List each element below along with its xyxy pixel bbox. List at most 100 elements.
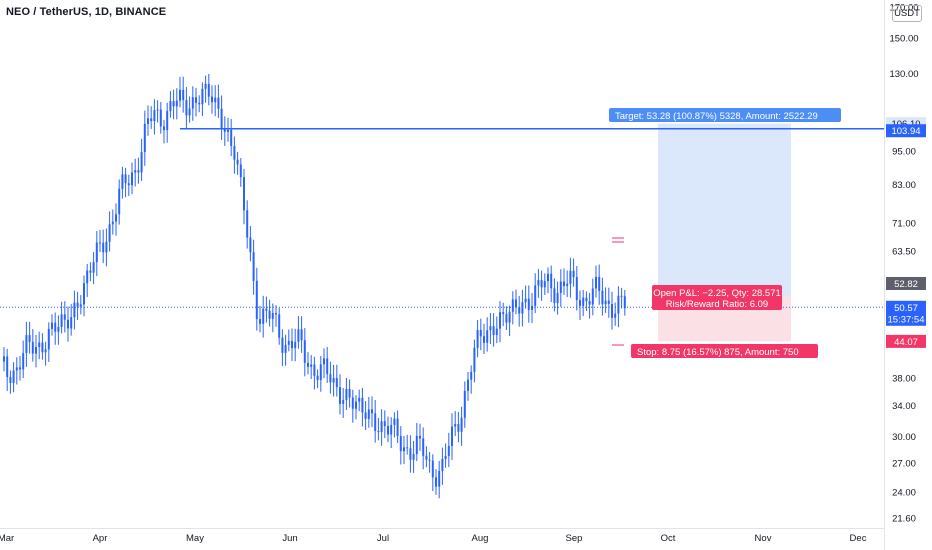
candle (54, 312, 57, 345)
candle-body (505, 313, 508, 323)
candle-body (230, 129, 233, 146)
pnl-label-bg[interactable] (652, 285, 782, 310)
candle-body (262, 308, 265, 324)
target-label-text: Target: 53.28 (100.87%) 5328, Amount: 25… (615, 111, 818, 122)
candle (307, 351, 309, 375)
candle-body (441, 458, 444, 471)
candle (35, 334, 37, 368)
currency-badge[interactable]: USDT (892, 5, 922, 22)
candle (294, 328, 297, 362)
candle-body (486, 330, 489, 343)
candle (41, 333, 44, 360)
candle (399, 426, 402, 465)
candle (51, 314, 53, 336)
candle (527, 285, 530, 323)
candle-body (511, 299, 514, 312)
candle-body (172, 101, 175, 107)
candle (259, 305, 261, 333)
candle-body (159, 109, 162, 127)
candle-body (275, 312, 277, 315)
candle (607, 287, 610, 318)
candle (300, 316, 303, 353)
candle-body (569, 270, 572, 284)
time-tick-label: Apr (93, 533, 108, 544)
candle (243, 168, 245, 225)
candle-body (457, 424, 460, 432)
candle-body (60, 314, 63, 327)
candle-body (425, 455, 428, 460)
candle-body (447, 445, 450, 456)
candle (143, 110, 146, 166)
candle-body (3, 356, 5, 362)
candle-body (35, 347, 37, 354)
candle (166, 102, 169, 143)
candle (483, 323, 485, 355)
candle-body (79, 304, 82, 307)
candle (463, 381, 466, 428)
candle-body (185, 100, 188, 116)
candle-body (623, 296, 626, 309)
stop-label[interactable]: Stop: 8.75 (16.57%) 875, Amount: 750 (631, 344, 818, 358)
time-tick-label: May (186, 533, 204, 544)
candle-body (566, 283, 569, 287)
candle-body (105, 241, 108, 253)
target-label-bg[interactable] (609, 108, 841, 122)
candle (559, 269, 562, 307)
candle (252, 239, 255, 295)
candle-body (121, 174, 124, 189)
candle (511, 291, 514, 325)
pnl-label[interactable]: Open P&L: −2.25, Qty: 28.571Risk/Reward … (652, 285, 782, 310)
candle (396, 410, 399, 444)
candle (489, 312, 492, 345)
candle-body (435, 477, 437, 487)
price-tick-label: 38.00 (892, 374, 916, 385)
candle (390, 417, 393, 449)
candle (393, 412, 396, 438)
price-tick-label: 24.00 (892, 488, 916, 499)
stop-price-tag-bg (886, 334, 926, 348)
entry-price-tag-text: 52.82 (894, 279, 918, 290)
price-tick-label: 71.00 (892, 219, 916, 230)
candle-body (150, 118, 153, 122)
candle-body (153, 110, 156, 122)
candle-body (412, 454, 415, 460)
candle-body (239, 164, 242, 178)
candle-body (614, 313, 617, 318)
candle (278, 307, 281, 345)
price-tick-label: 30.00 (892, 432, 916, 443)
price-axis[interactable] (884, 0, 932, 550)
candle (447, 432, 450, 467)
candle-body (342, 400, 345, 404)
price-tick-label: 83.00 (892, 180, 916, 191)
target-label[interactable]: Target: 53.28 (100.87%) 5328, Amount: 25… (609, 108, 841, 122)
candle (134, 158, 137, 187)
candle-body (284, 344, 287, 353)
candle (377, 418, 380, 441)
candle (102, 229, 105, 264)
candle-body (214, 97, 217, 103)
candle (67, 306, 69, 342)
stop-label-bg[interactable] (631, 344, 818, 358)
candle-body (367, 409, 370, 419)
candle-body (166, 111, 169, 131)
candle (588, 292, 591, 319)
candle (195, 87, 197, 117)
candle (364, 401, 367, 430)
candle-body (428, 459, 431, 461)
candle (470, 365, 473, 394)
candle (425, 446, 428, 468)
time-tick-label: Mar (0, 533, 14, 544)
target-zone[interactable] (658, 123, 791, 297)
candle (63, 301, 66, 333)
candle-body (73, 302, 76, 318)
candle-body (38, 342, 41, 348)
candle-body (51, 322, 53, 329)
candle-body (550, 273, 553, 289)
candle-body (12, 370, 15, 383)
candle (547, 267, 549, 294)
candle (287, 329, 290, 352)
candle (521, 289, 524, 327)
candle (534, 273, 537, 313)
